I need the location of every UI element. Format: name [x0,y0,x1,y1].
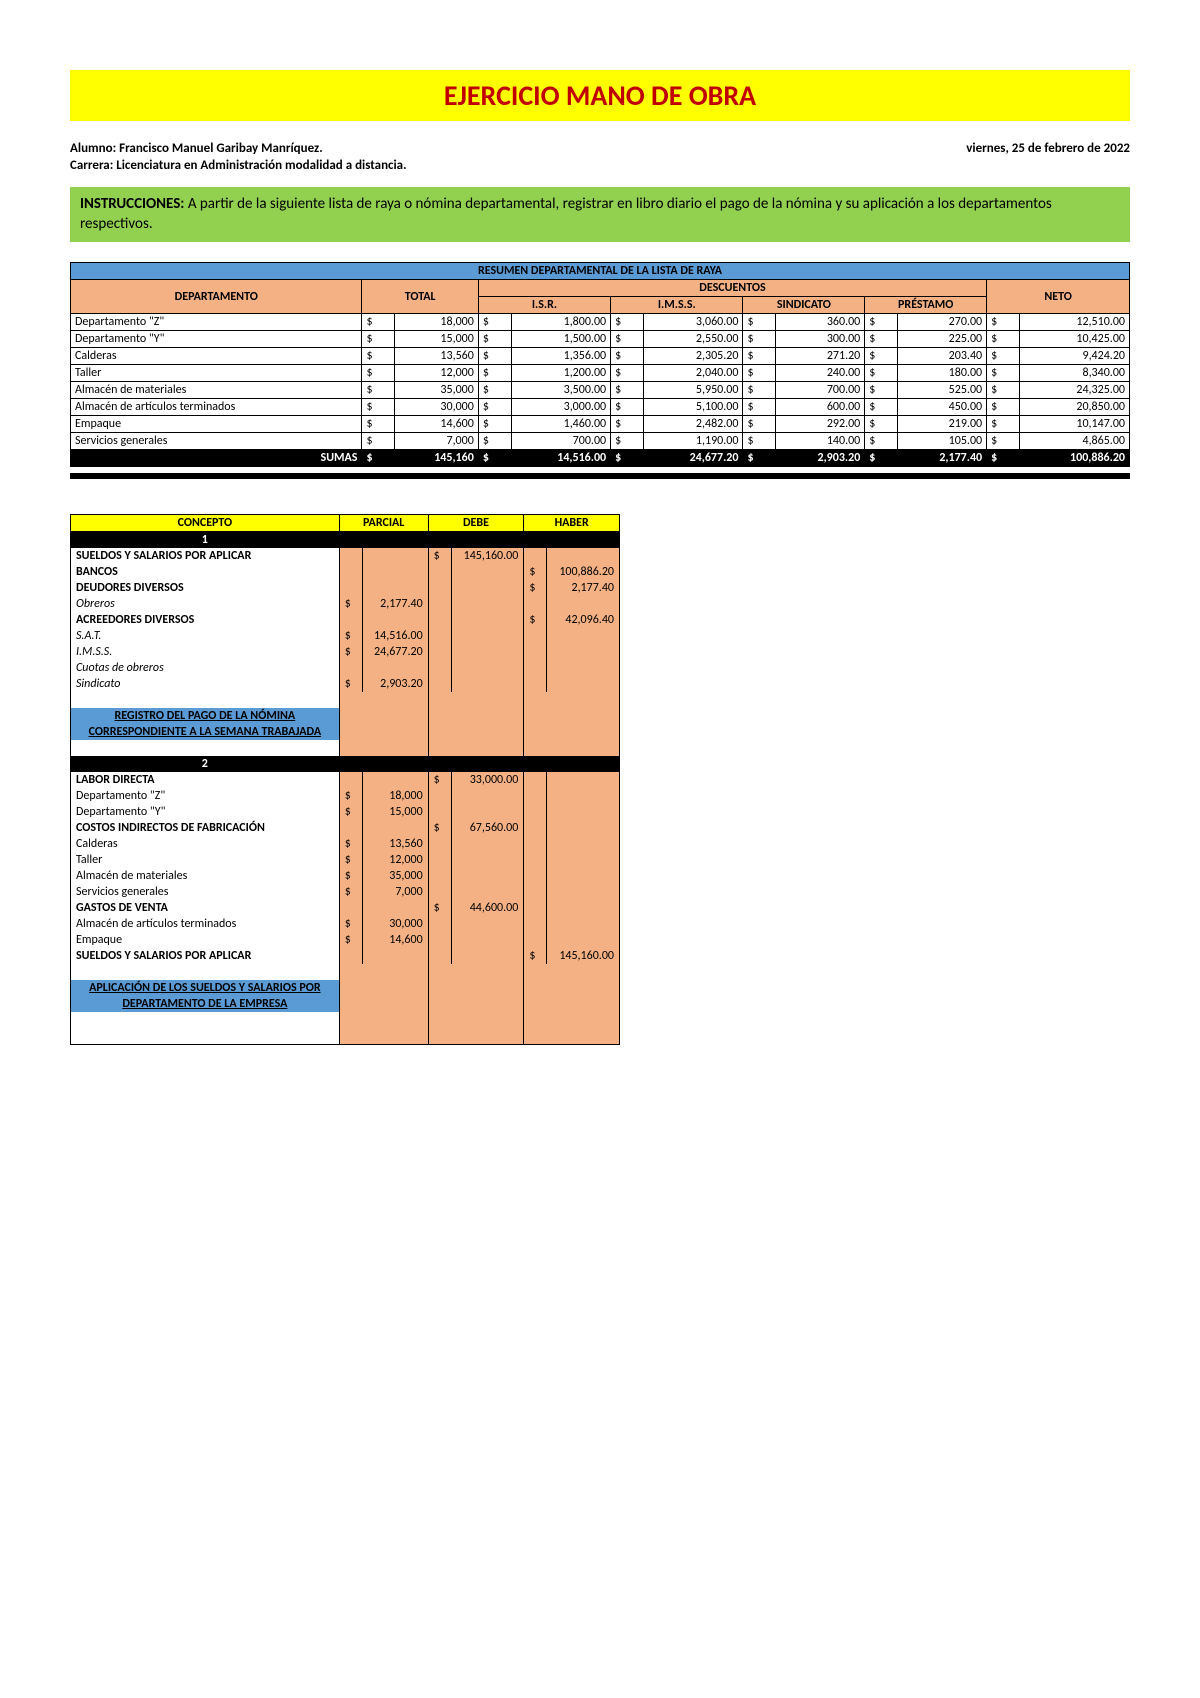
col-debe: DEBE [428,515,524,532]
asiento1-note1: REGISTRO DEL PAGO DE LA NÓMINA [71,708,340,724]
asientos-table: CONCEPTO PARCIAL DEBE HABER 1 SUELDOS Y … [70,514,620,1045]
col-prestamo: PRÉSTAMO [865,297,987,314]
asiento-row: GASTOS DE VENTA$44,600.00 [71,900,620,916]
asiento-row: Calderas$13,560 [71,836,620,852]
asiento-row: BANCOS$100,886.20 [71,564,620,580]
carrera-row: Carrera: Licenciatura en Administración … [70,158,1130,173]
page-title: EJERCICIO MANO DE OBRA [70,70,1130,121]
sumas-label: SUMAS [71,450,362,467]
sumas-pre: 2,177.40 [897,450,986,467]
asiento-row: S.A.T.$14,516.00 [71,628,620,644]
asiento-row: Obreros$2,177.40 [71,596,620,612]
asiento2-note2: DEPARTAMENTO DE LA EMPRESA [71,996,340,1012]
table-row: Calderas$13,560$1,356.00$2,305.20$271.20… [71,348,1130,365]
table-row: Departamento "Y"$15,000$1,500.00$2,550.0… [71,331,1130,348]
asiento2-note1: APLICACIÓN DE LOS SUELDOS Y SALARIOS POR [71,980,340,996]
fecha: viernes, 25 de febrero de 2022 [966,141,1130,156]
asiento-row: Almacén de materiales$35,000 [71,868,620,884]
instrucciones-label: INSTRUCCIONES: [80,195,184,213]
asiento-row: LABOR DIRECTA$33,000.00 [71,772,620,788]
table-row: Almacén de artículos terminados$30,000$3… [71,399,1130,416]
sumas-sin: 2,903.20 [776,450,865,467]
sumas-imss: 24,677.20 [643,450,743,467]
table-row: Empaque$14,600$1,460.00$2,482.00$292.00$… [71,416,1130,433]
col-imss: I.M.S.S. [611,297,743,314]
col-isr: I.S.R. [478,297,610,314]
student-row: Alumno: Francisco Manuel Garibay Manríqu… [70,141,1130,156]
instrucciones-box: INSTRUCCIONES: A partir de la siguiente … [70,187,1130,242]
alumno-label: Alumno: Francisco Manuel Garibay Manríqu… [70,141,323,156]
sumas-row: SUMAS $145,160 $14,516.00 $24,677.20 $2,… [71,450,1130,467]
sumas-isr: 14,516.00 [511,450,611,467]
col-departamento: DEPARTAMENTO [71,280,362,314]
asiento-row: ACREEDORES DIVERSOS$42,096.40 [71,612,620,628]
col-haber: HABER [524,515,620,532]
asiento-row: COSTOS INDIRECTOS DE FABRICACIÓN$67,560.… [71,820,620,836]
col-sindicato: SINDICATO [743,297,865,314]
table-row: Almacén de materiales$35,000$3,500.00$5,… [71,382,1130,399]
asiento-row: Almacén de artículos terminados$30,000 [71,916,620,932]
table-row: Servicios generales$7,000$700.00$1,190.0… [71,433,1130,450]
sumas-total: 145,160 [395,450,479,467]
asiento-row: Servicios generales$7,000 [71,884,620,900]
asiento-row: SUELDOS Y SALARIOS POR APLICAR$145,160.0… [71,548,620,564]
asiento-row: DEUDORES DIVERSOS$2,177.40 [71,580,620,596]
table-row: Taller$12,000$1,200.00$2,040.00$240.00$1… [71,365,1130,382]
col-total: TOTAL [362,280,478,314]
asiento2-num: 2 [71,756,340,772]
asiento-row: I.M.S.S.$24,677.20 [71,644,620,660]
col-descuentos: DESCUENTOS [478,280,986,297]
table-row: Departamento "Z"$18,000$1,800.00$3,060.0… [71,314,1130,331]
asiento-row: Departamento "Z"$18,000 [71,788,620,804]
asiento1-note2: CORRESPONDIENTE A LA SEMANA TRABAJADA [71,724,340,740]
asiento-row: SUELDOS Y SALARIOS POR APLICAR$145,160.0… [71,948,620,964]
asiento-row: Departamento "Y"$15,000 [71,804,620,820]
resumen-table: RESUMEN DEPARTAMENTAL DE LA LISTA DE RAY… [70,262,1130,467]
carrera-label: Carrera: Licenciatura en Administración … [70,158,407,173]
col-neto: NETO [987,280,1130,314]
asiento-row: Cuotas de obreros [71,660,620,676]
col-parcial: PARCIAL [339,515,428,532]
col-concepto: CONCEPTO [71,515,340,532]
asiento-row: Empaque$14,600 [71,932,620,948]
instrucciones-text: A partir de la siguiente lista de raya o… [80,195,1052,233]
asiento1-num: 1 [71,532,340,549]
t1-title: RESUMEN DEPARTAMENTAL DE LA LISTA DE RAY… [71,263,1130,280]
asiento-row: Sindicato$2,903.20 [71,676,620,692]
sumas-neto: 100,886.20 [1019,450,1129,467]
asiento-row: Taller$12,000 [71,852,620,868]
